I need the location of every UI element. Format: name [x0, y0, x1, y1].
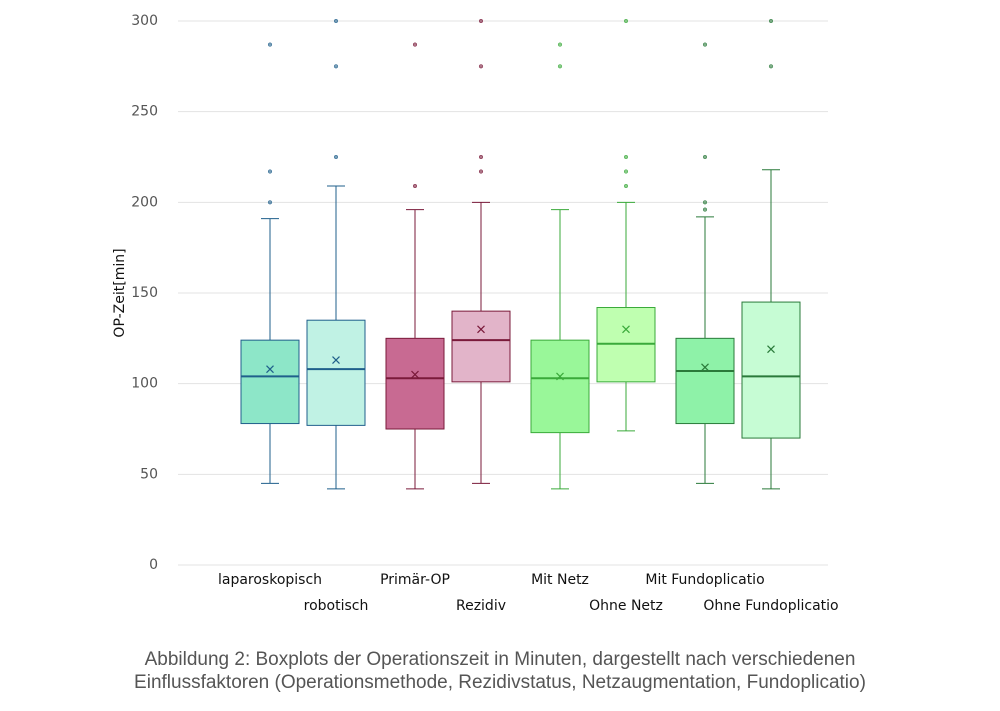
y-tick-label: 100	[131, 376, 158, 392]
caption: Abbildung 2: Boxplots der Operationszeit…	[145, 649, 856, 670]
outlier	[623, 183, 629, 189]
x-tick-label: Ohne Fundoplicatio	[703, 598, 838, 614]
outlier	[478, 18, 484, 24]
mean-marker	[622, 325, 630, 334]
box	[530, 339, 590, 434]
y-tick-label: 0	[149, 557, 158, 573]
mean-marker	[411, 370, 419, 379]
x-tick-label: Mit Fundoplicatio	[645, 572, 764, 588]
outlier	[412, 42, 418, 47]
outlier	[333, 18, 339, 24]
x-tick-label: Rezidiv	[456, 598, 506, 614]
outlier	[702, 42, 708, 47]
y-tick-label: 200	[131, 194, 158, 210]
outlier	[267, 169, 273, 174]
outlier	[623, 169, 629, 174]
outlier	[623, 154, 629, 160]
outlier	[623, 18, 629, 24]
y-tick-label: 50	[140, 466, 158, 482]
outlier	[412, 183, 418, 189]
outlier	[333, 64, 339, 69]
x-tick-label: Mit Netz	[531, 572, 589, 588]
x-tick-label: Primär-OP	[380, 572, 450, 588]
mean-marker	[556, 372, 564, 381]
mean-marker	[477, 325, 485, 334]
x-tick-label: Ohne Netz	[589, 598, 663, 614]
mean-marker	[767, 345, 775, 354]
box	[675, 337, 735, 425]
outlier	[557, 64, 563, 69]
y-tick-label: 300	[131, 13, 158, 29]
outlier	[768, 18, 774, 24]
outlier	[333, 154, 339, 160]
outlier	[702, 154, 708, 160]
x-tick-label: robotisch	[304, 598, 369, 614]
outlier	[768, 64, 774, 69]
outlier	[702, 207, 708, 212]
outlier	[267, 42, 273, 47]
box	[385, 337, 445, 430]
box	[741, 301, 801, 439]
box	[306, 319, 366, 426]
y-axis-label: OP-Zeit[min]	[112, 248, 128, 337]
x-tick-label: laparoskopisch	[218, 572, 322, 588]
outlier	[702, 200, 708, 205]
box	[240, 339, 300, 425]
box	[451, 310, 511, 383]
y-tick-label: 250	[131, 104, 158, 120]
mean-marker	[266, 365, 274, 374]
outlier	[267, 200, 273, 205]
outlier	[557, 42, 563, 47]
outlier	[478, 64, 484, 69]
outlier	[478, 154, 484, 160]
mean-marker	[332, 356, 340, 365]
y-tick-label: 150	[131, 285, 158, 301]
mean-marker	[701, 363, 709, 372]
caption: Einflussfaktoren (Operationsmethode, Rez…	[134, 672, 866, 693]
outlier	[478, 169, 484, 174]
